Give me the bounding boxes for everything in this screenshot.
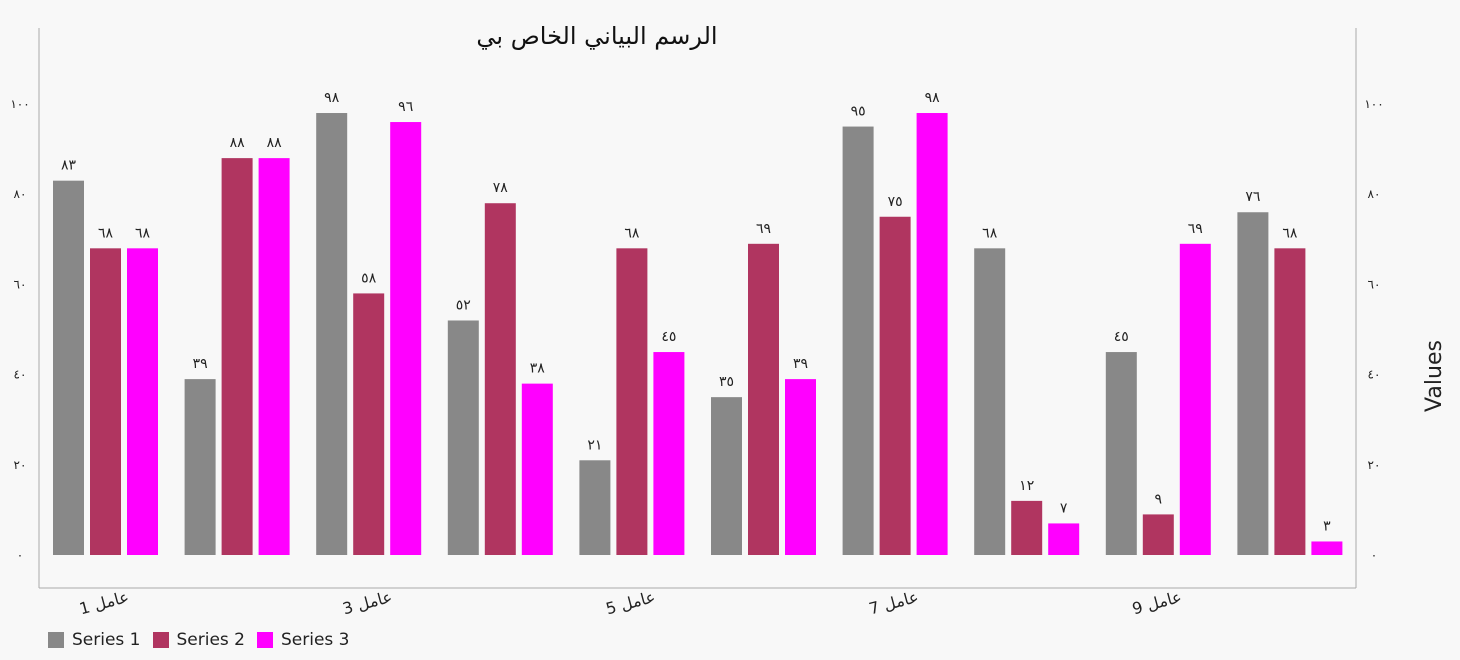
data-label: ٦٨ <box>624 225 640 241</box>
bar <box>785 379 816 555</box>
data-label: ٤٥ <box>1114 329 1129 345</box>
y-tick-right: ٤٠ <box>1368 368 1381 382</box>
data-label: ٦٨ <box>98 225 114 241</box>
data-label: ٨٨ <box>230 135 246 151</box>
x-axis-ticks: عامل 1 عامل 3 عامل 5 عامل 7 عامل 9 <box>77 587 1183 618</box>
x-tick-label: عامل 7 <box>867 587 921 618</box>
legend-swatch-series-1 <box>48 632 64 648</box>
data-label: ٥٨ <box>361 270 377 286</box>
data-label: ٨٨ <box>267 135 283 151</box>
bar <box>1011 500 1043 555</box>
bar <box>1142 514 1174 555</box>
y-axis-label: Values <box>1422 340 1447 412</box>
x-tick-label: عامل 1 <box>77 587 131 618</box>
data-label: ٧٥ <box>888 194 903 210</box>
bar <box>748 243 779 555</box>
legend-label-series-3: Series 3 <box>281 630 350 650</box>
data-label: ٨٣ <box>61 158 77 174</box>
legend-swatch-series-2 <box>152 632 169 648</box>
data-label: ٦٨ <box>1282 225 1298 241</box>
bar <box>1105 352 1137 555</box>
x-tick-label: عامل 3 <box>340 587 394 618</box>
bar <box>1179 243 1211 555</box>
bar <box>711 397 742 555</box>
legend-label-series-2: Series 2 <box>176 630 246 650</box>
y-tick-right: ٦٠ <box>1368 277 1381 291</box>
bar <box>184 379 216 555</box>
data-label: ٧٦ <box>1245 189 1260 205</box>
bar <box>579 460 611 555</box>
x-tick-label: عامل 5 <box>604 587 658 618</box>
legend: Series 1 Series 2 Series 3 <box>48 630 362 650</box>
y-tick-right: ٨٠ <box>1368 187 1381 201</box>
bar <box>221 158 253 555</box>
legend-swatch-series-3 <box>257 632 273 648</box>
bar <box>842 126 874 556</box>
legend-item-series-1: Series 1 <box>48 630 141 650</box>
data-label: ٦٨ <box>135 225 151 241</box>
bar <box>90 248 121 555</box>
y-tick-right: ٢٠ <box>1368 458 1381 472</box>
data-label: ٦٨ <box>982 225 998 241</box>
y-tick-left: ٠ <box>17 548 23 562</box>
bar <box>879 216 911 555</box>
y-tick-right: ٠ <box>1371 548 1377 562</box>
data-label: ٦٩ <box>1188 221 1203 237</box>
legend-item-series-3: Series 3 <box>257 630 350 650</box>
data-label: ٣٥ <box>719 374 734 390</box>
bar <box>1048 523 1080 555</box>
data-label: ٧٨ <box>493 180 509 196</box>
left-y-axis-ticks: ٠ ٢٠ ٤٠ ٦٠ ٨٠ ١٠٠ <box>10 97 29 562</box>
y-tick-left: ٨٠ <box>14 187 27 201</box>
bar <box>390 122 422 555</box>
right-y-axis-ticks: ٠ ٢٠ ٤٠ ٦٠ ٨٠ ١٠٠ <box>1364 97 1383 562</box>
data-label: ٩ <box>1155 491 1163 507</box>
y-tick-right: ١٠٠ <box>1364 97 1383 111</box>
y-tick-left: ١٠٠ <box>10 97 29 111</box>
bar <box>653 352 685 555</box>
bar <box>1311 541 1343 555</box>
data-label: ٣٩ <box>193 356 208 372</box>
bars-group <box>53 113 1343 556</box>
bar <box>1274 248 1306 555</box>
legend-label-series-1: Series 1 <box>72 630 141 650</box>
data-label: ٤٥ <box>661 329 676 345</box>
bar <box>974 248 1006 555</box>
data-label: ٧ <box>1060 500 1068 516</box>
chart-title: الرسم البياني الخاص بي <box>476 22 717 50</box>
bar <box>521 383 553 555</box>
data-label: ٢١ <box>587 437 602 453</box>
data-label: ٣٨ <box>530 361 546 377</box>
bar <box>127 248 158 555</box>
data-label: ٩٥ <box>851 104 866 120</box>
data-label: ٥٢ <box>456 297 471 313</box>
data-label: ٦٩ <box>756 221 771 237</box>
data-label: ٣ <box>1323 518 1331 534</box>
data-label: ٩٨ <box>324 90 340 106</box>
bar <box>447 320 479 555</box>
bar <box>1237 212 1269 556</box>
y-tick-left: ٢٠ <box>14 458 27 472</box>
bar <box>258 158 290 555</box>
data-label: ٩٨ <box>925 90 941 106</box>
data-label: ٩٦ <box>398 99 413 115</box>
bar <box>353 293 385 555</box>
bar <box>916 113 948 556</box>
bar <box>616 248 648 555</box>
bar <box>53 180 84 556</box>
y-tick-left: ٤٠ <box>14 368 27 382</box>
x-tick-label: عامل 9 <box>1130 587 1184 618</box>
data-label: ١٢ <box>1019 478 1034 494</box>
bar <box>316 113 348 556</box>
y-tick-left: ٦٠ <box>14 277 27 291</box>
data-label: ٣٩ <box>793 356 808 372</box>
legend-item-series-2: Series 2 <box>152 630 246 650</box>
plot-frame <box>38 28 1357 589</box>
bar <box>484 203 516 555</box>
